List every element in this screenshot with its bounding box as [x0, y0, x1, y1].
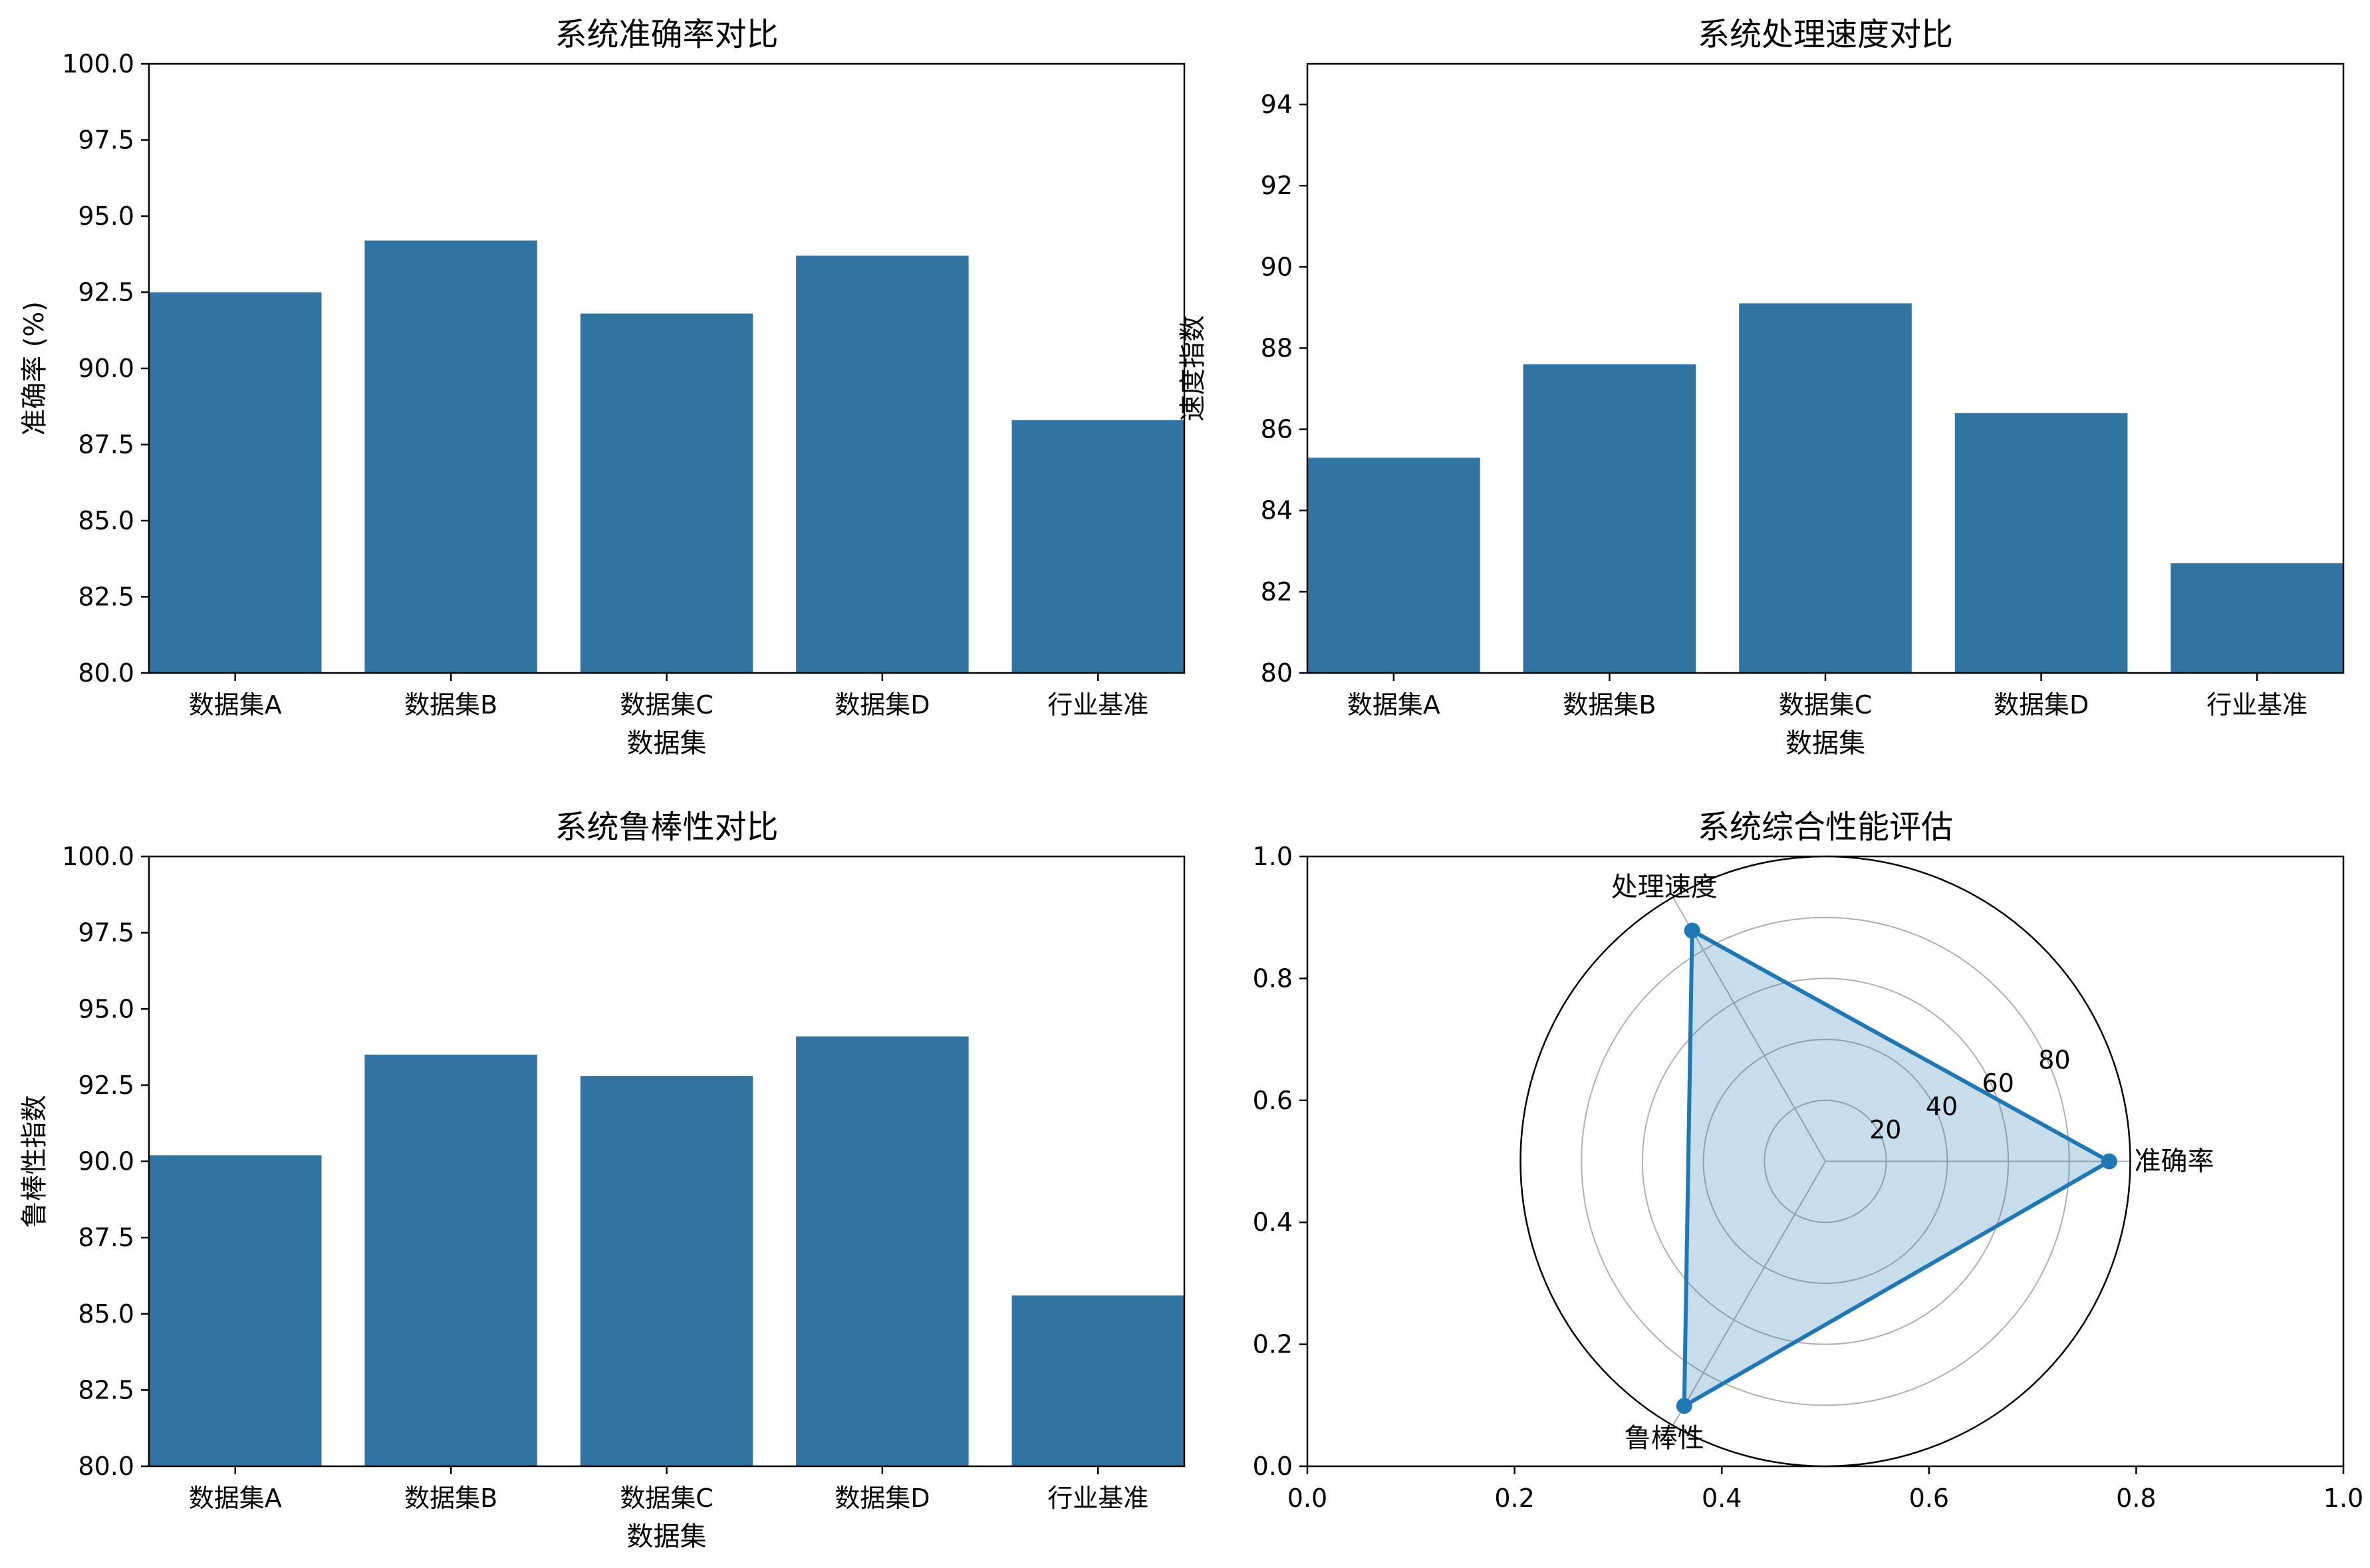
y-tick-label: 90.0 [78, 354, 134, 383]
y-tick-label: 95.0 [78, 994, 134, 1023]
x-tick-label: 行业基准 [1047, 690, 1148, 719]
x-tick-label: 行业基准 [2206, 690, 2307, 719]
bar-chart-2: 80 82 84 86 88 90 92 94 数据集A 数据集B 数据集C 数据集D 行业基准 系统处理… [1178, 16, 2345, 759]
radar-series-line [1682, 928, 2111, 1408]
x-tick-label: 0.4 [1702, 1484, 1742, 1513]
y-tick-label: 97.5 [78, 126, 134, 155]
radial-tick-label: 20 [1869, 1115, 1901, 1144]
y-tick-label: 0.2 [1253, 1330, 1293, 1359]
x-tick-label: 数据集C [620, 1484, 714, 1513]
bar-1 [1307, 457, 1480, 673]
bar-2 [1523, 364, 1696, 673]
bar-5 [2171, 563, 2343, 673]
x-tick-label: 0.0 [1287, 1484, 1327, 1513]
chart-title: 系统鲁棒性对比 [555, 809, 778, 846]
x-axis-label: 数据集 [627, 1521, 707, 1552]
x-tick-label: 数据集B [1563, 690, 1656, 719]
radar-chart: 0.0 0.2 0.4 0.6 0.8 1.0 0.0 0.2 0.4 0.6 0.8 1.0 20 40… [1253, 809, 2364, 1513]
radar-axis-label: 处理速度 [1611, 872, 1718, 902]
bar-4 [796, 255, 969, 673]
bar-2 [364, 240, 537, 673]
radar-point-3 [1676, 1398, 1692, 1414]
chart-title: 系统综合性能评估 [1698, 809, 1953, 846]
y-tick-label: 87.5 [78, 430, 134, 459]
y-tick-label: 80 [1261, 658, 1293, 688]
polar-outer-circle [1519, 855, 2131, 1468]
bar-4 [796, 1036, 969, 1466]
x-tick-label: 0.2 [1494, 1484, 1534, 1513]
y-tick-label: 100.0 [62, 49, 134, 78]
x-tick-label: 数据集B [404, 1484, 497, 1513]
y-tick-label: 0.6 [1253, 1086, 1293, 1115]
y-tick-label: 80.0 [78, 658, 134, 688]
bar-2 [364, 1055, 537, 1466]
radar-axis-label: 准确率 [2135, 1146, 2214, 1177]
y-tick-label: 97.5 [78, 918, 134, 948]
x-tick-label: 0.8 [2116, 1484, 2156, 1513]
bar-5 [1011, 1295, 1184, 1466]
y-tick-label: 95.0 [78, 201, 134, 231]
y-tick-label: 94 [1261, 90, 1293, 119]
bar-chart-3: 80.0 82.5 85.0 87.5 90.0 92.5 95.0 97.5 100.0 数据集… [19, 809, 1186, 1552]
y-tick-label: 90.0 [78, 1147, 134, 1176]
x-tick-label: 1.0 [2323, 1484, 2363, 1513]
bar-3 [580, 313, 753, 673]
y-tick-label: 92.5 [78, 278, 134, 307]
y-tick-label: 90 [1261, 252, 1293, 281]
radial-tick-label: 40 [1926, 1092, 1958, 1121]
x-tick-label: 数据集A [189, 690, 282, 719]
y-tick-label: 87.5 [78, 1223, 134, 1252]
x-tick-label: 0.6 [1909, 1484, 1949, 1513]
y-tick-label: 82 [1261, 577, 1293, 606]
chart-title: 系统准确率对比 [555, 16, 778, 53]
y-tick-label: 92 [1261, 171, 1293, 200]
bar-1 [149, 1155, 322, 1466]
bar-3 [1739, 303, 1912, 673]
bar-chart-1: 80.0 82.5 85.0 87.5 90.0 92.5 95.0 97.5 100.0 数据集… [19, 16, 1186, 759]
y-tick-label: 100.0 [62, 842, 134, 871]
y-tick-label: 88 [1261, 333, 1293, 362]
bar-4 [1954, 413, 2128, 673]
x-tick-label: 数据集A [1347, 690, 1440, 719]
y-tick-label: 85.0 [78, 1299, 134, 1329]
x-tick-label: 数据集A [189, 1484, 282, 1513]
y-tick-label: 82.5 [78, 583, 134, 612]
radar-point-1 [2101, 1153, 2117, 1170]
y-tick-label: 84 [1261, 496, 1293, 525]
x-tick-label: 数据集D [1994, 690, 2089, 719]
radar-fill-area [1684, 930, 2109, 1406]
radar-point-2 [1684, 922, 1700, 939]
y-axis-label: 准确率 (%) [19, 301, 50, 436]
y-tick-label: 86 [1261, 415, 1293, 444]
y-tick-label: 0.4 [1253, 1208, 1293, 1237]
x-tick-label: 数据集C [1779, 690, 1873, 719]
y-axis-label: 速度指数 [1178, 315, 1208, 422]
radial-tick-label: 60 [1982, 1069, 2014, 1098]
polar-spoke [1672, 896, 1826, 1162]
x-tick-label: 数据集D [835, 690, 930, 719]
y-tick-label: 0.8 [1253, 964, 1293, 993]
y-tick-label: 1.0 [1253, 842, 1293, 871]
chart-title: 系统处理速度对比 [1698, 16, 1953, 53]
radial-tick-label: 80 [2038, 1045, 2070, 1075]
x-tick-label: 数据集B [404, 690, 497, 719]
y-tick-label: 85.0 [78, 506, 134, 535]
x-tick-label: 数据集D [835, 1484, 930, 1513]
x-tick-label: 数据集C [620, 690, 714, 719]
y-tick-label: 0.0 [1253, 1452, 1293, 1481]
polar-spoke [1672, 1161, 1826, 1426]
x-axis-label: 数据集 [627, 728, 707, 759]
y-tick-label: 82.5 [78, 1375, 134, 1404]
bar-3 [580, 1076, 753, 1466]
y-tick-label: 92.5 [78, 1071, 134, 1100]
y-axis-label: 鲁棒性指数 [19, 1095, 50, 1228]
y-tick-label: 80.0 [78, 1452, 134, 1481]
x-tick-label: 行业基准 [1047, 1484, 1148, 1513]
bar-5 [1011, 420, 1184, 673]
x-axis-label: 数据集 [1785, 728, 1865, 759]
bar-1 [149, 292, 322, 673]
radar-axis-label: 鲁棒性 [1625, 1423, 1704, 1454]
